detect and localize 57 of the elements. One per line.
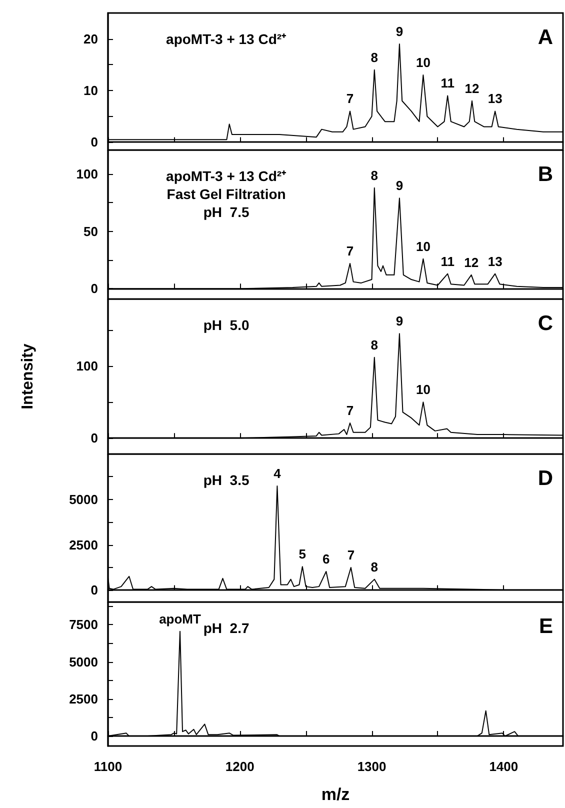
- text: B: [538, 163, 553, 186]
- annotation: 10: [416, 55, 430, 70]
- annotation: 12: [464, 80, 480, 96]
- annotation: 9: [396, 24, 404, 40]
- y-tick-label: 2500: [69, 691, 98, 706]
- annotation: pH 5.0: [203, 317, 250, 333]
- y-tick-label: 10: [84, 83, 98, 98]
- y-tick-label: 0: [90, 582, 98, 598]
- annotation: pH 7.5: [203, 204, 250, 220]
- annotation: 8: [370, 168, 378, 183]
- x-tick-label: 1300: [357, 759, 386, 774]
- annotation: 7: [346, 91, 354, 106]
- annotation: 4: [274, 466, 282, 481]
- x-tick-label: 1200: [225, 759, 254, 774]
- y-tick-label: 0: [90, 134, 98, 150]
- annotation: 7: [346, 243, 354, 258]
- annotation: 10: [416, 382, 430, 398]
- annotation: 10: [416, 238, 430, 254]
- text: E: [538, 615, 553, 638]
- annotation: apoMT: [159, 611, 202, 626]
- y-tick-label: 0: [90, 728, 98, 744]
- y-tick-label: 100: [76, 166, 98, 182]
- text: D: [538, 467, 553, 490]
- y-tick-label: 5000: [69, 654, 98, 670]
- annotation: 8: [370, 50, 378, 65]
- annotation: 13: [488, 91, 502, 106]
- annotation: apoMT-3 + 13 Cd²⁺: [166, 168, 287, 184]
- y-tick-label: 20: [84, 31, 98, 46]
- annotation: 9: [396, 314, 404, 329]
- annotation: 6: [322, 551, 330, 566]
- annotation: 7: [346, 403, 354, 418]
- annotation: pH 2.7: [203, 620, 250, 636]
- annotation: 13: [488, 254, 502, 269]
- x-tick-label: 1400: [489, 759, 518, 774]
- annotation: 5: [298, 546, 306, 562]
- x-axis-title: m/z: [321, 785, 350, 804]
- y-axis-title: Intensity: [20, 344, 36, 410]
- y-tick-label: 0: [90, 281, 98, 296]
- annotation: pH 3.5: [203, 472, 250, 488]
- y-tick-label: 2500: [69, 537, 98, 552]
- annotation: 7: [347, 547, 355, 562]
- y-tick-label: 7500: [69, 617, 98, 632]
- text: A: [538, 26, 553, 49]
- y-tick-label: 5000: [69, 492, 98, 507]
- annotation: Fast Gel Filtration: [166, 186, 286, 202]
- y-tick-label: 0: [90, 430, 98, 446]
- annotation: 8: [370, 559, 378, 574]
- x-tick-label: 1100: [94, 759, 122, 774]
- annotation: 8: [370, 337, 378, 352]
- y-tick-label: 50: [84, 224, 98, 239]
- annotation: 11: [440, 254, 454, 269]
- annotation: apoMT-3 + 13 Cd²⁺: [166, 31, 287, 47]
- annotation: 12: [464, 254, 479, 270]
- annotation: 11: [440, 76, 454, 91]
- annotation: 9: [396, 178, 404, 194]
- text: C: [538, 312, 553, 335]
- y-tick-label: 100: [76, 358, 98, 374]
